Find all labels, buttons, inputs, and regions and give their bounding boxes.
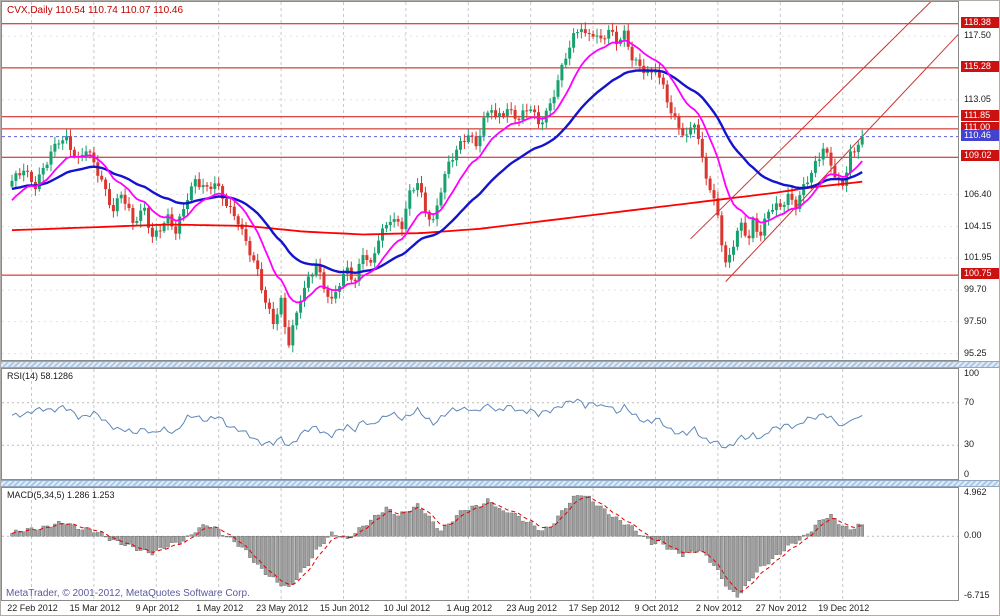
price-axis-label: 106.40 [964, 188, 992, 199]
time-axis-label: 9 Oct 2012 [634, 603, 679, 613]
time-axis-label: 9 Apr 2012 [135, 603, 180, 613]
macd-signal-line [11, 496, 863, 592]
price-axis[interactable]: 117.50 113.05 106.40 104.15 101.95 99.70 97.50… [960, 1, 999, 361]
macd-axis[interactable]: 4.962 0.00 -6.715 [960, 487, 999, 601]
copyright-text: MetaTrader, © 2001-2012, MetaQuotes Soft… [6, 588, 250, 599]
time-axis-label: 2 Nov 2012 [695, 603, 742, 613]
ma-slow-line [11, 180, 863, 236]
rsi-panel[interactable]: RSI(14) 58.1286 [1, 368, 959, 480]
price-axis-label: 95.25 [964, 347, 987, 358]
price-line-badge: 115.28 [961, 60, 999, 72]
price-line-badge: 111.85 [961, 109, 999, 121]
time-axis-label: 22 Feb 2012 [7, 603, 58, 613]
price-axis-label: 101.95 [964, 252, 992, 262]
chart-title: CVX,Daily 110.54 110.74 110.07 110.46 [7, 5, 184, 16]
time-axis-label: 23 Aug 2012 [506, 603, 557, 613]
macd-panel[interactable]: MACD(5,34,5) 1.286 1.253 MetaTrader, © 2… [1, 487, 959, 601]
time-axis-label: 1 Aug 2012 [446, 603, 493, 613]
time-axis[interactable]: 22 Feb 2012 15 Mar 2012 9 Apr 2012 1 May 20… [1, 601, 999, 615]
current-price-badge: 110.46 [961, 129, 999, 141]
time-axis-label: 17 Sep 2012 [568, 603, 620, 613]
price-axis-label: 97.50 [964, 315, 987, 326]
panel-splitter-2[interactable] [1, 480, 999, 487]
time-axis-label: 10 Jul 2012 [383, 603, 431, 613]
price-line-badge: 118.38 [961, 16, 999, 28]
time-axis-label: 27 Nov 2012 [755, 603, 807, 613]
price-axis-label: 104.15 [964, 220, 992, 231]
time-axis-label: 15 Jun 2012 [319, 603, 370, 613]
macd-axis-label: -6.715 [964, 590, 990, 600]
price-axis-label: 113.05 [964, 93, 991, 104]
price-panel[interactable]: CVX,Daily 110.54 110.74 110.07 110.46 [1, 1, 959, 361]
time-axis-label: 23 May 2012 [256, 603, 309, 613]
rsi-axis-label: 100 [964, 368, 980, 378]
time-axis-label: 19 Dec 2012 [818, 603, 870, 613]
macd-chart[interactable] [2, 488, 958, 600]
rsi-label: RSI(14) 58.1286 [7, 371, 74, 381]
rsi-chart[interactable] [2, 369, 958, 479]
time-axis-label: 15 Mar 2012 [69, 603, 121, 613]
macd-histogram [10, 495, 864, 598]
price-line-badge: 111.00 [961, 121, 999, 133]
price-chart[interactable] [2, 2, 958, 360]
ma-mid-line [11, 69, 863, 275]
ma-fast-line [11, 39, 863, 304]
rsi-axis-label: 30 [964, 439, 975, 450]
price-axis-label: 117.50 [964, 30, 991, 41]
price-line-badge: 100.75 [961, 268, 999, 280]
macd-axis-label: 0.00 [964, 530, 982, 541]
macd-axis-label: 4.962 [964, 487, 987, 497]
rsi-axis[interactable]: 100 70 30 0 [960, 368, 999, 480]
macd-label: MACD(5,34,5) 1.286 1.253 [7, 490, 115, 500]
rsi-axis-label: 70 [964, 396, 975, 407]
rsi-axis-label: 0 [964, 469, 970, 479]
candles [10, 22, 864, 353]
rsi-line [11, 398, 863, 449]
time-axis-label: 1 May 2012 [196, 603, 244, 613]
panel-splitter-1[interactable] [1, 361, 999, 368]
price-axis-label: 99.70 [964, 284, 987, 295]
price-line-badge: 109.02 [961, 150, 999, 162]
